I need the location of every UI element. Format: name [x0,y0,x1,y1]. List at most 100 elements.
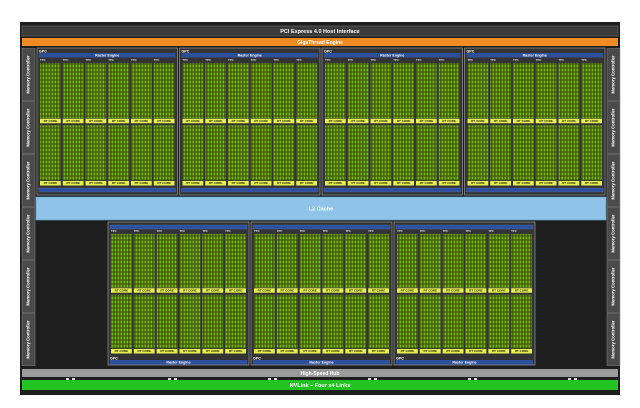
sm [205,125,227,181]
rt-core [296,118,317,124]
sm [370,62,392,119]
rt-core-label: RT CORE [397,119,411,123]
rt-core [205,181,226,186]
rt-core-label: RT CORE [183,349,197,353]
raster-engine-label: Raster Engine [380,53,404,57]
sm [345,294,367,349]
sm [299,233,321,288]
rt-core-label: RT CORE [183,288,197,292]
l2-cache-label: L2 Cache [309,206,333,212]
tpc-label: TPC [111,229,117,233]
sm [581,62,603,119]
tpc-label: TPC [228,58,234,62]
sm [130,125,152,181]
tpc-label: TPC [368,229,374,233]
tpc-label: TPC [274,58,280,62]
rt-core [254,349,275,354]
rt-core-label: RT CORE [229,349,243,353]
rt-core-label: RT CORE [351,119,365,123]
sm [276,233,298,288]
tpc-label: TPC [420,229,426,233]
tpc-label: TPC [397,229,403,233]
rt-core [368,288,389,293]
sm [581,125,603,181]
sm [511,294,533,349]
sm [299,294,321,349]
rt-core [465,288,487,293]
tpc-label: TPC [559,58,565,62]
rt-core-label: RT CORE [446,349,460,353]
rt-core-label: RT CORE [254,181,268,185]
rt-core [442,288,464,293]
rt-core-label: RT CORE [515,349,529,353]
rt-core-label: RT CORE [349,288,363,292]
sm [347,62,369,119]
rt-core-label: RT CORE [562,181,576,185]
sm [273,62,295,119]
tpc-label: TPC [581,58,587,62]
rt-core-label: RT CORE [300,119,314,123]
rt-core-label: RT CORE [157,119,171,123]
sm [488,233,510,288]
tpc-label: TPC [466,229,472,233]
sm [39,62,61,119]
rt-core-label: RT CORE [446,288,460,292]
rt-core [488,288,510,293]
rt-core-label: RT CORE [517,119,531,123]
sm [396,294,418,349]
sm [393,125,415,181]
rt-core [228,181,249,186]
rt-core [250,118,272,124]
gpc-label: GPC [467,49,475,53]
rt-core-label: RT CORE [160,288,174,292]
rt-core-label: RT CORE [157,181,171,185]
rt-core-label: RT CORE [206,288,220,292]
rt-core-label: RT CORE [232,119,246,123]
rt-core [273,181,295,186]
tpc-label: TPC [86,58,92,62]
rt-core [467,181,489,186]
rt-core-label: RT CORE [469,349,483,353]
rt-core-label: RT CORE [539,181,553,185]
rt-core [111,349,132,354]
sm [253,294,275,349]
tpc-label: TPC [134,229,140,233]
sm [133,233,155,288]
rt-core [438,181,460,186]
gpc-label: GPC [324,49,332,53]
rt-core [273,118,295,124]
sm [227,125,249,181]
rt-core [85,181,107,186]
rt-core [225,349,246,354]
tpc-label: TPC [131,58,137,62]
memory-controller [21,154,36,207]
tpc-label: TPC [348,58,354,62]
rt-core [296,181,317,186]
memory-controller [21,260,36,313]
rt-core-label: RT CORE [160,349,174,353]
rt-core [276,349,298,354]
tpc-label: TPC [443,229,449,233]
rt-core-label: RT CORE [372,288,386,292]
sm [415,125,437,181]
rt-core [535,181,557,186]
tpc-label: TPC [513,58,519,62]
gigathread-bar [22,38,618,46]
memory-controller-label: Memory Controller [26,55,31,94]
sm [393,62,415,119]
rt-core-label: RT CORE [112,119,126,123]
raster-engine-label: Raster Engine [523,53,547,57]
rt-core [108,118,129,124]
rt-core [419,288,441,293]
sm [511,233,533,288]
rt-core-label: RT CORE [539,119,553,123]
sm [558,62,580,119]
tpc-label: TPC [40,58,46,62]
sm [179,233,201,288]
rt-core [111,288,132,293]
rt-core-label: RT CORE [329,119,343,123]
sm [442,294,464,349]
rt-core [416,118,437,124]
sm [465,233,487,288]
sm [250,125,272,181]
